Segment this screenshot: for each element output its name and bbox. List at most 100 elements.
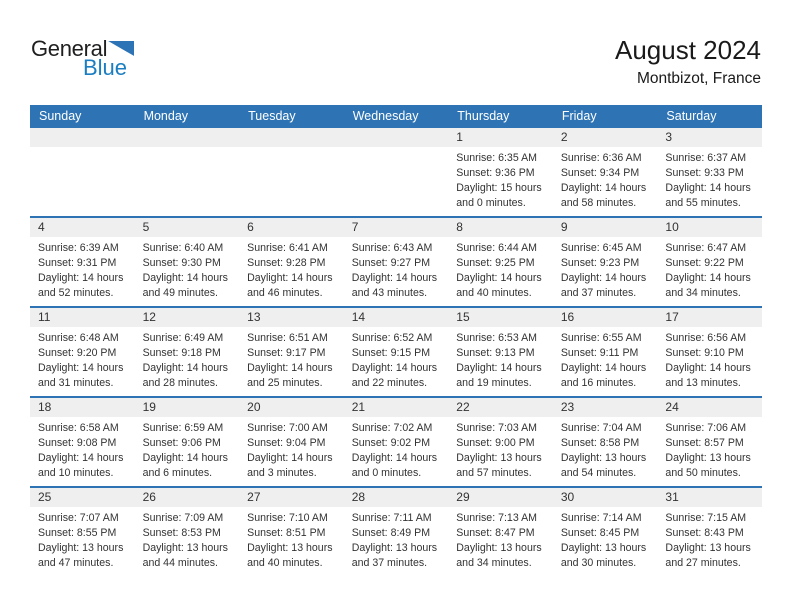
- day-cell-1: 1 Sunrise: 6:35 AM Sunset: 9:36 PM Daylight…: [448, 128, 553, 216]
- daylight-line: Daylight: 14 hours: [247, 272, 333, 284]
- sunset-line: Sunset: 8:58 PM: [560, 437, 640, 449]
- day-details: Sunrise: 6:45 AM Sunset: 9:23 PM Daylight:…: [553, 237, 658, 301]
- sunset-line: Sunset: 9:06 PM: [142, 437, 221, 449]
- sunrise-line: Sunrise: 7:07 AM: [38, 512, 119, 524]
- sunset-line: Sunset: 9:28 PM: [247, 257, 326, 269]
- minutes-line: and 0 minutes.: [351, 467, 422, 479]
- sunrise-line: Sunrise: 7:04 AM: [560, 422, 642, 434]
- day-number: 14: [343, 308, 449, 327]
- minutes-line: and 52 minutes.: [38, 287, 114, 299]
- daylight-line: Daylight: 13 hours: [456, 452, 542, 464]
- day-details: Sunrise: 6:39 AM Sunset: 9:31 PM Daylight:…: [30, 237, 135, 301]
- sunrise-line: Sunrise: 6:39 AM: [38, 242, 119, 254]
- day-header-saturday: Saturday: [666, 108, 717, 123]
- day-number: 2: [552, 128, 658, 147]
- minutes-line: and 6 minutes.: [142, 467, 213, 479]
- day-number: 17: [657, 308, 762, 327]
- day-details: Sunrise: 6:56 AM Sunset: 9:10 PM Daylight:…: [657, 327, 762, 391]
- sunrise-line: Sunrise: 7:13 AM: [456, 512, 537, 524]
- day-number: 26: [134, 488, 240, 507]
- sunrise-line: Sunrise: 6:51 AM: [247, 332, 328, 344]
- sunrise-line: Sunrise: 6:49 AM: [142, 332, 224, 344]
- day-number: 3: [657, 128, 762, 147]
- day-number: 21: [343, 398, 449, 417]
- minutes-line: and 40 minutes.: [456, 287, 532, 299]
- minutes-line: and 25 minutes.: [247, 377, 323, 389]
- sunrise-line: Sunrise: 6:43 AM: [351, 242, 433, 254]
- daylight-line: Daylight: 13 hours: [351, 542, 438, 554]
- day-details: Sunrise: 6:43 AM Sunset: 9:27 PM Daylight:…: [344, 237, 449, 301]
- day-number: 28: [343, 488, 449, 507]
- day-cell-6: 6 Sunrise: 6:41 AM Sunset: 9:28 PM Daylight…: [239, 218, 344, 306]
- day-number: 11: [30, 308, 135, 327]
- minutes-line: and 58 minutes.: [560, 197, 637, 209]
- day-cell-27: 27 Sunrise: 7:10 AM Sunset: 8:51 PM Dayligh…: [239, 488, 344, 576]
- sunset-line: Sunset: 9:27 PM: [351, 257, 431, 269]
- day-cell-12: 12 Sunrise: 6:49 AM Sunset: 9:18 PM Dayligh…: [134, 308, 240, 396]
- day-cell-11: 11 Sunrise: 6:48 AM Sunset: 9:20 PM Dayligh…: [30, 308, 135, 396]
- sunrise-line: Sunrise: 6:35 AM: [456, 152, 537, 164]
- minutes-line: and 37 minutes.: [351, 557, 428, 569]
- minutes-line: and 19 minutes.: [456, 377, 532, 389]
- sunset-line: Sunset: 8:49 PM: [351, 527, 431, 539]
- week-row: 1 Sunrise: 6:35 AM Sunset: 9:36 PM Daylight…: [30, 126, 762, 216]
- sunset-line: Sunset: 9:00 PM: [456, 437, 535, 449]
- calendar-table: Sunday Monday Tuesday Wednesday Thursday Frid…: [30, 105, 762, 576]
- day-number: 4: [30, 218, 135, 237]
- daylight-line: Daylight: 14 hours: [247, 452, 333, 464]
- minutes-line: and 46 minutes.: [247, 287, 323, 299]
- daylight-line: Daylight: 13 hours: [665, 452, 751, 464]
- day-number: [343, 128, 449, 147]
- day-details: Sunrise: 6:55 AM Sunset: 9:11 PM Daylight:…: [553, 327, 658, 391]
- minutes-line: and 43 minutes.: [351, 287, 428, 299]
- day-details: Sunrise: 7:13 AM Sunset: 8:47 PM Daylight:…: [448, 507, 553, 571]
- daylight-line: Daylight: 13 hours: [456, 542, 542, 554]
- sunset-line: Sunset: 8:57 PM: [665, 437, 744, 449]
- day-cell-28: 28 Sunrise: 7:11 AM Sunset: 8:49 PM Dayligh…: [343, 488, 449, 576]
- day-details: Sunrise: 7:02 AM Sunset: 9:02 PM Daylight:…: [344, 417, 449, 481]
- day-cell-empty: [239, 128, 344, 216]
- day-details: Sunrise: 7:09 AM Sunset: 8:53 PM Daylight:…: [135, 507, 240, 571]
- general-blue-logo: General Blue: [31, 38, 141, 79]
- sunset-line: Sunset: 8:53 PM: [142, 527, 221, 539]
- day-details: Sunrise: 7:15 AM Sunset: 8:43 PM Daylight:…: [657, 507, 762, 571]
- day-details: Sunrise: 6:36 AM Sunset: 9:34 PM Daylight:…: [553, 147, 658, 211]
- sunset-line: Sunset: 9:04 PM: [247, 437, 326, 449]
- minutes-line: and 44 minutes.: [142, 557, 218, 569]
- day-number: [134, 128, 240, 147]
- day-cell-18: 18 Sunrise: 6:58 AM Sunset: 9:08 PM Dayligh…: [30, 398, 135, 486]
- minutes-line: and 47 minutes.: [38, 557, 114, 569]
- sunset-line: Sunset: 9:13 PM: [456, 347, 535, 359]
- sunrise-line: Sunrise: 7:14 AM: [560, 512, 642, 524]
- daylight-line: Daylight: 14 hours: [351, 272, 438, 284]
- minutes-line: and 16 minutes.: [560, 377, 637, 389]
- day-number: 27: [239, 488, 344, 507]
- sunset-line: Sunset: 8:51 PM: [247, 527, 326, 539]
- sunrise-line: Sunrise: 6:41 AM: [247, 242, 328, 254]
- minutes-line: and 27 minutes.: [665, 557, 741, 569]
- day-number: 9: [552, 218, 658, 237]
- day-number: 19: [134, 398, 240, 417]
- daylight-line: Daylight: 14 hours: [560, 272, 647, 284]
- day-header-friday: Friday: [561, 108, 597, 123]
- day-header-row: Sunday Monday Tuesday Wednesday Thursday Frid…: [30, 105, 762, 126]
- day-details: Sunrise: 6:52 AM Sunset: 9:15 PM Daylight:…: [344, 327, 449, 391]
- sunset-line: Sunset: 9:23 PM: [560, 257, 640, 269]
- sunrise-line: Sunrise: 6:59 AM: [142, 422, 224, 434]
- sunrise-line: Sunrise: 7:06 AM: [665, 422, 747, 434]
- day-number: 29: [448, 488, 553, 507]
- day-cell-22: 22 Sunrise: 7:03 AM Sunset: 9:00 PM Dayligh…: [448, 398, 553, 486]
- minutes-line: and 28 minutes.: [142, 377, 218, 389]
- day-details: Sunrise: 7:14 AM Sunset: 8:45 PM Daylight:…: [553, 507, 658, 571]
- week-row: 4 Sunrise: 6:39 AM Sunset: 9:31 PM Daylight…: [30, 216, 762, 306]
- daylight-line: Daylight: 14 hours: [38, 452, 124, 464]
- minutes-line: and 50 minutes.: [665, 467, 741, 479]
- day-header-sunday: Sunday: [39, 108, 82, 123]
- daylight-line: Daylight: 14 hours: [456, 362, 542, 374]
- day-cell-19: 19 Sunrise: 6:59 AM Sunset: 9:06 PM Dayligh…: [134, 398, 240, 486]
- day-cell-23: 23 Sunrise: 7:04 AM Sunset: 8:58 PM Dayligh…: [552, 398, 658, 486]
- day-details: Sunrise: 7:00 AM Sunset: 9:04 PM Daylight:…: [239, 417, 344, 481]
- sunrise-line: Sunrise: 7:03 AM: [456, 422, 537, 434]
- sunset-line: Sunset: 8:47 PM: [456, 527, 535, 539]
- sunset-line: Sunset: 9:11 PM: [560, 347, 639, 359]
